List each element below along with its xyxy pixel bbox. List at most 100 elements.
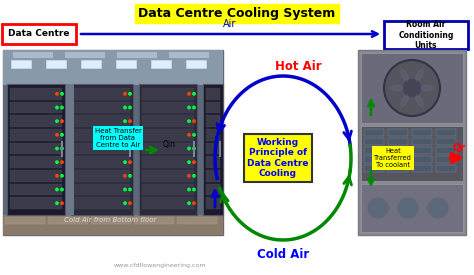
Circle shape [188, 106, 190, 109]
Bar [142, 197, 194, 209]
Bar [388, 147, 408, 154]
Circle shape [193, 161, 195, 163]
Circle shape [56, 120, 58, 122]
Circle shape [384, 60, 440, 116]
Circle shape [56, 175, 58, 177]
Bar [74, 102, 130, 113]
Bar [10, 115, 62, 127]
Bar [142, 102, 194, 113]
Bar [117, 52, 157, 58]
Bar [206, 156, 220, 168]
Bar [74, 197, 130, 209]
Circle shape [56, 202, 58, 204]
Circle shape [188, 161, 190, 163]
FancyBboxPatch shape [384, 21, 468, 49]
Circle shape [193, 106, 195, 109]
Circle shape [124, 93, 126, 95]
Text: Heat Transfer
from Data
Centre to Air: Heat Transfer from Data Centre to Air [94, 128, 141, 148]
Bar [177, 217, 217, 224]
Bar [361, 53, 463, 123]
Circle shape [188, 120, 190, 122]
Text: Air: Air [223, 19, 237, 29]
Bar [206, 170, 220, 182]
Ellipse shape [391, 86, 403, 90]
Bar [388, 156, 408, 163]
Circle shape [193, 147, 195, 150]
Text: Data Centre: Data Centre [8, 29, 70, 39]
Bar [10, 102, 62, 113]
Bar [358, 50, 466, 235]
Bar [11, 60, 31, 68]
Circle shape [188, 147, 190, 150]
Bar [388, 165, 408, 172]
Bar [3, 50, 223, 85]
Circle shape [56, 147, 58, 150]
Bar [10, 129, 62, 141]
Circle shape [129, 120, 131, 122]
Circle shape [56, 93, 58, 95]
Ellipse shape [401, 70, 408, 80]
Bar [206, 184, 220, 195]
Bar [436, 147, 456, 154]
Bar [151, 60, 171, 68]
Circle shape [124, 188, 126, 191]
Bar [3, 215, 223, 235]
Text: www.cfdflowengineering.com: www.cfdflowengineering.com [114, 263, 206, 268]
Bar [139, 84, 197, 215]
Bar [3, 50, 223, 235]
Bar [10, 170, 62, 182]
Circle shape [124, 202, 126, 204]
Ellipse shape [416, 70, 423, 80]
Bar [7, 84, 65, 215]
Circle shape [129, 93, 131, 95]
Bar [81, 60, 101, 68]
Bar [412, 156, 432, 163]
Circle shape [368, 198, 388, 218]
Circle shape [129, 175, 131, 177]
Circle shape [129, 134, 131, 136]
Circle shape [124, 175, 126, 177]
Circle shape [124, 120, 126, 122]
Text: Heat
Transferred
To coolant: Heat Transferred To coolant [374, 148, 412, 168]
Bar [74, 143, 130, 154]
Bar [142, 129, 194, 141]
Circle shape [402, 78, 422, 98]
Text: Working
Principle of
Data Centre
Cooling: Working Principle of Data Centre Cooling [247, 138, 309, 178]
Circle shape [188, 188, 190, 191]
Circle shape [56, 134, 58, 136]
FancyBboxPatch shape [2, 24, 76, 44]
Bar [74, 156, 130, 168]
Circle shape [61, 134, 63, 136]
Bar [65, 52, 105, 58]
Circle shape [124, 134, 126, 136]
Bar [10, 88, 62, 100]
Circle shape [129, 161, 131, 163]
Circle shape [61, 147, 63, 150]
Circle shape [124, 147, 126, 150]
Bar [364, 147, 384, 154]
Bar [142, 143, 194, 154]
Bar [46, 60, 66, 68]
Bar [66, 84, 74, 215]
Circle shape [193, 120, 195, 122]
Bar [74, 170, 130, 182]
Bar [206, 88, 220, 100]
Bar [206, 102, 220, 113]
Bar [388, 138, 408, 145]
Text: Cold Air from Bottom floor: Cold Air from Bottom floor [64, 217, 156, 223]
Bar [91, 217, 131, 224]
Ellipse shape [416, 96, 423, 106]
Circle shape [61, 120, 63, 122]
Bar [10, 184, 62, 195]
Circle shape [129, 188, 131, 191]
Bar [436, 138, 456, 145]
Bar [412, 138, 432, 145]
Bar [206, 197, 220, 209]
Circle shape [61, 106, 63, 109]
Text: Hot Air: Hot Air [275, 59, 321, 73]
Bar [388, 129, 408, 136]
Bar [142, 184, 194, 195]
Bar [203, 84, 223, 215]
Circle shape [193, 202, 195, 204]
Bar [142, 115, 194, 127]
